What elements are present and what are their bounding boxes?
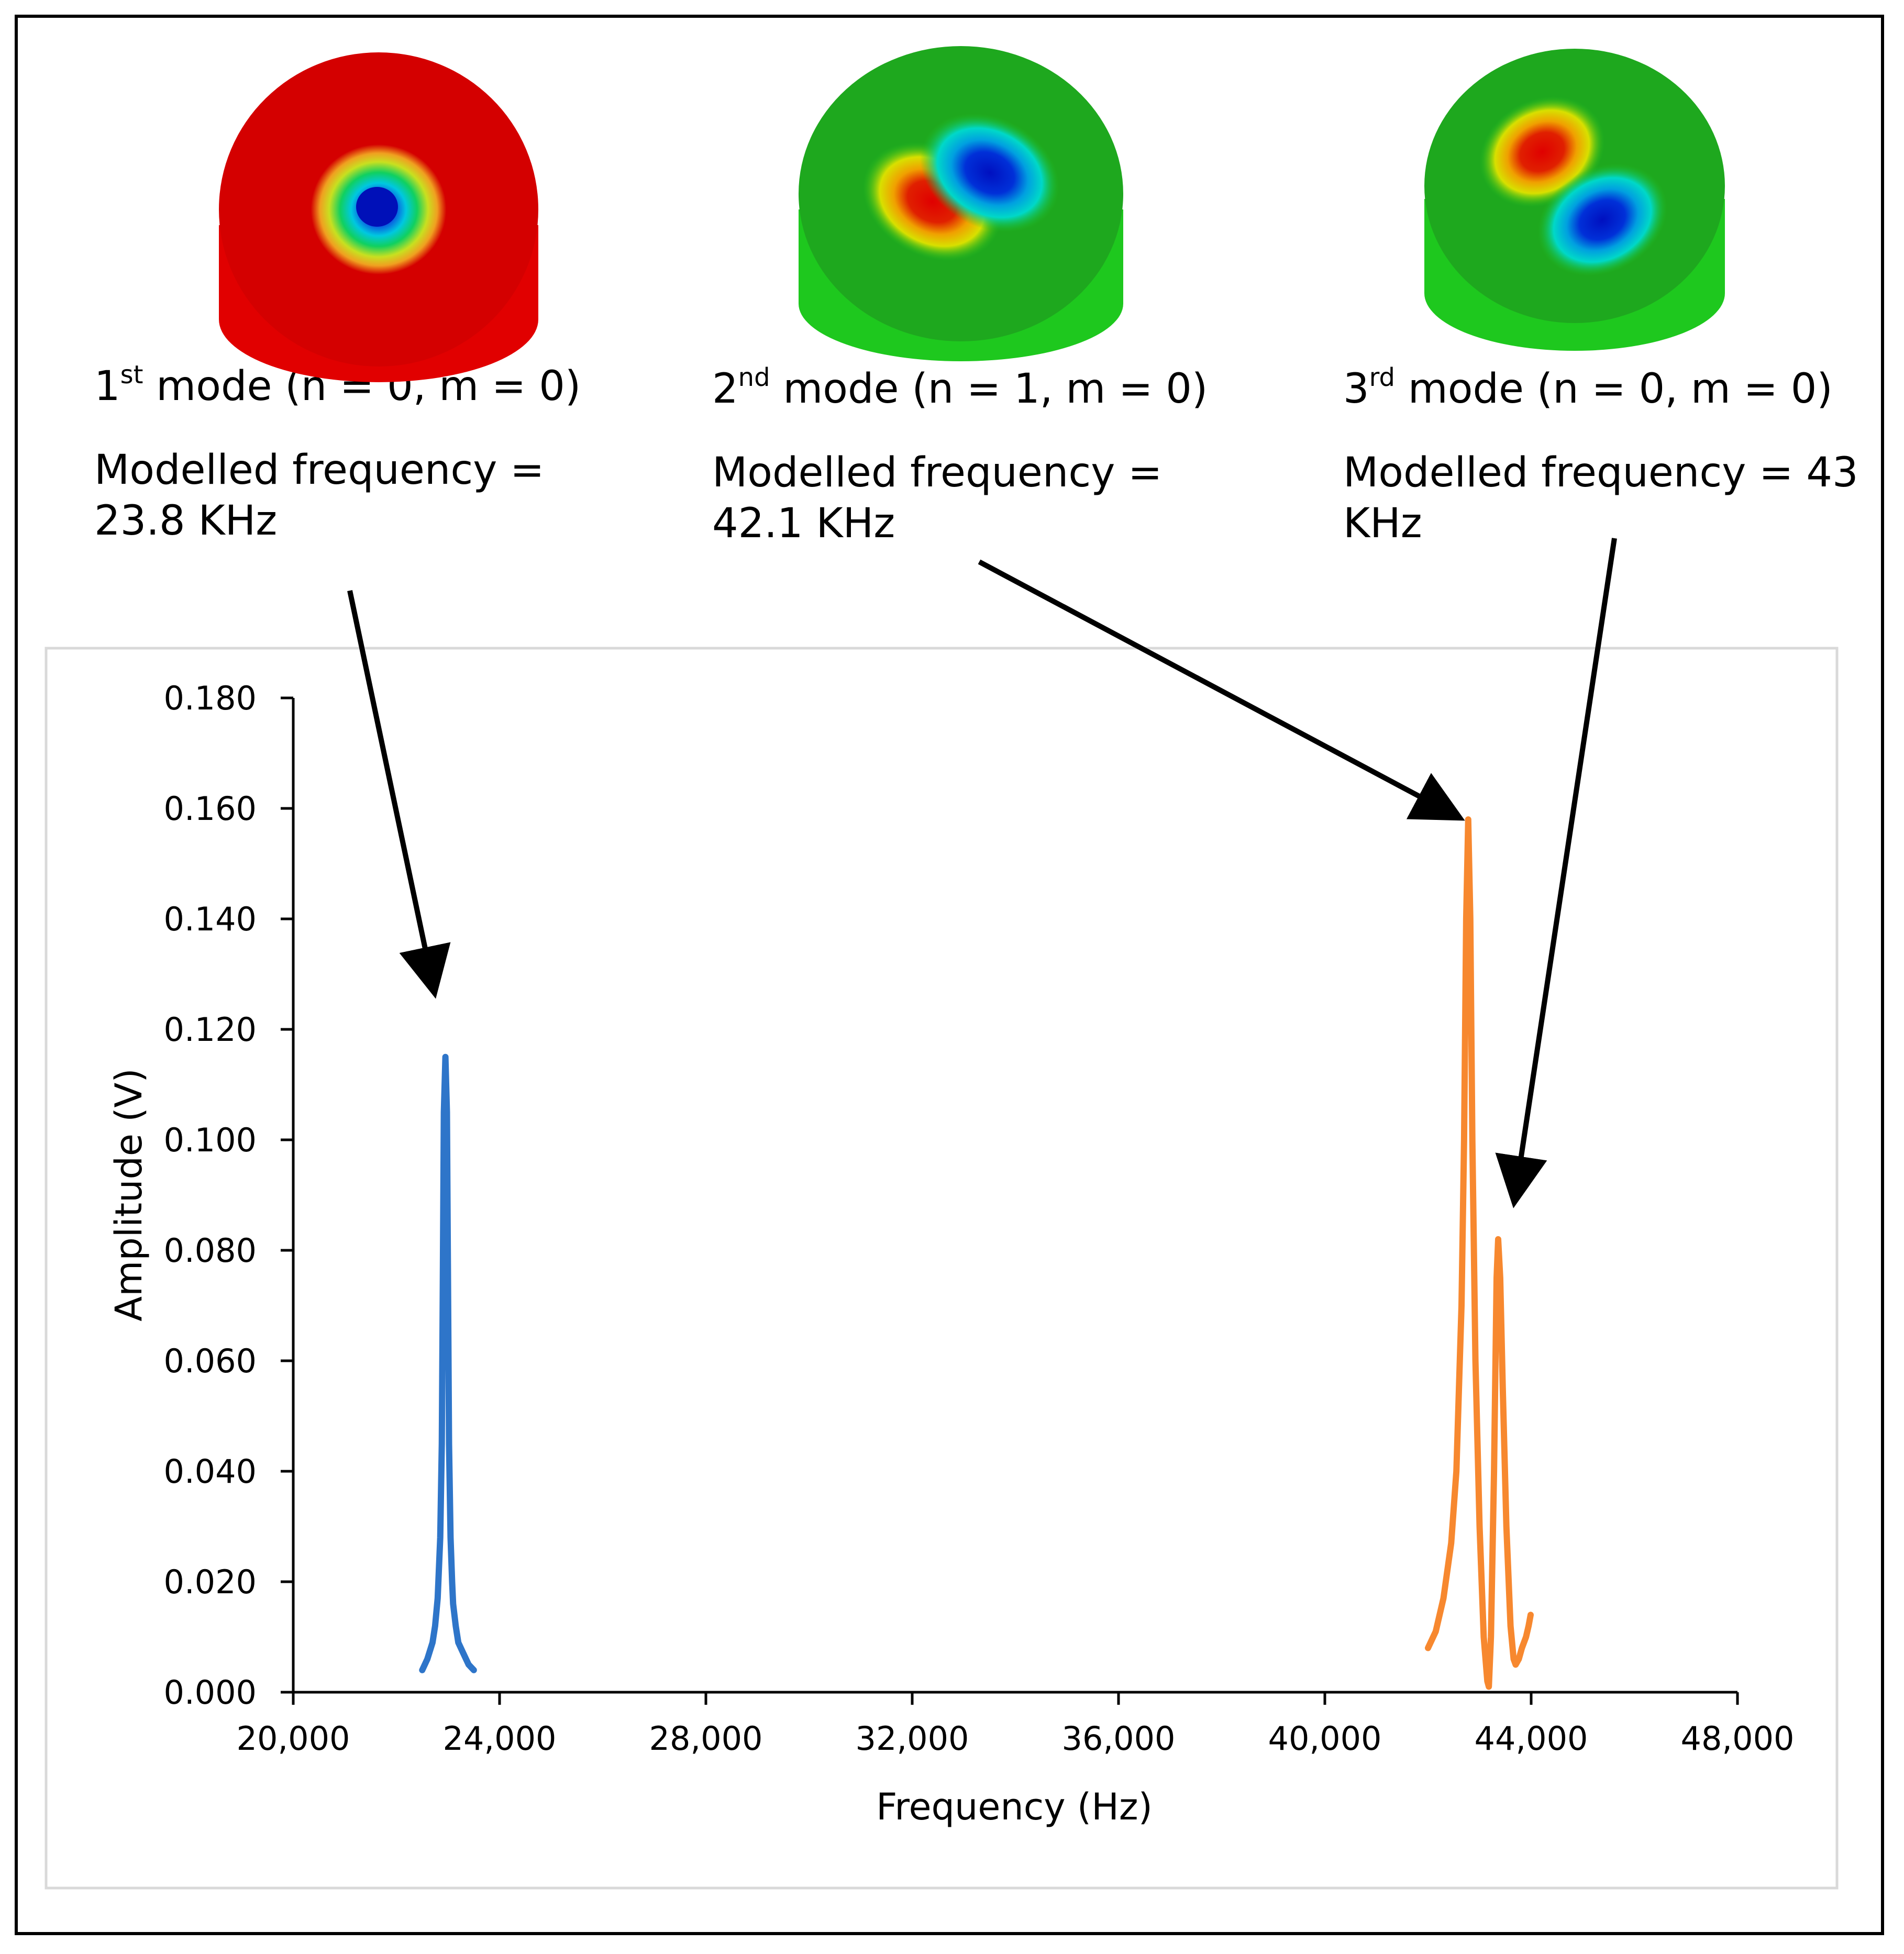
mode-2-ordinal: 2	[712, 365, 738, 413]
mode-1-caption: 1st mode (n = 0, m = 0) Modelled frequen…	[94, 361, 644, 547]
mode-1-title: 1st mode (n = 0, m = 0)	[94, 361, 644, 413]
mode-2-title: 2nd mode (n = 1, m = 0)	[712, 364, 1262, 415]
mode-1-frequency: Modelled frequency = 23.8 KHz	[94, 446, 545, 545]
mode-1-suffix: st	[120, 360, 143, 390]
mode-1-title-rest: mode (n = 0, m = 0)	[143, 363, 581, 410]
mode-3-frequency: Modelled frequency = 43 KHz	[1343, 449, 1858, 548]
mode-3-title: 3rd mode (n = 0, m = 0)	[1343, 364, 1893, 415]
mode-3-title-rest: mode (n = 0, m = 0)	[1395, 365, 1833, 413]
mode-2-suffix: nd	[738, 363, 770, 392]
mode-2-frequency: Modelled frequency = 42.1 KHz	[712, 449, 1163, 548]
mode-3-ordinal: 3	[1343, 365, 1369, 413]
mode-1-ordinal: 1	[94, 363, 120, 410]
mode-3-suffix: rd	[1369, 363, 1395, 392]
mode-2-caption: 2nd mode (n = 1, m = 0) Modelled frequen…	[712, 364, 1262, 550]
figure-frame	[15, 15, 1884, 1935]
mode-3-caption: 3rd mode (n = 0, m = 0) Modelled frequen…	[1343, 364, 1893, 550]
mode-2-title-rest: mode (n = 1, m = 0)	[770, 365, 1208, 413]
